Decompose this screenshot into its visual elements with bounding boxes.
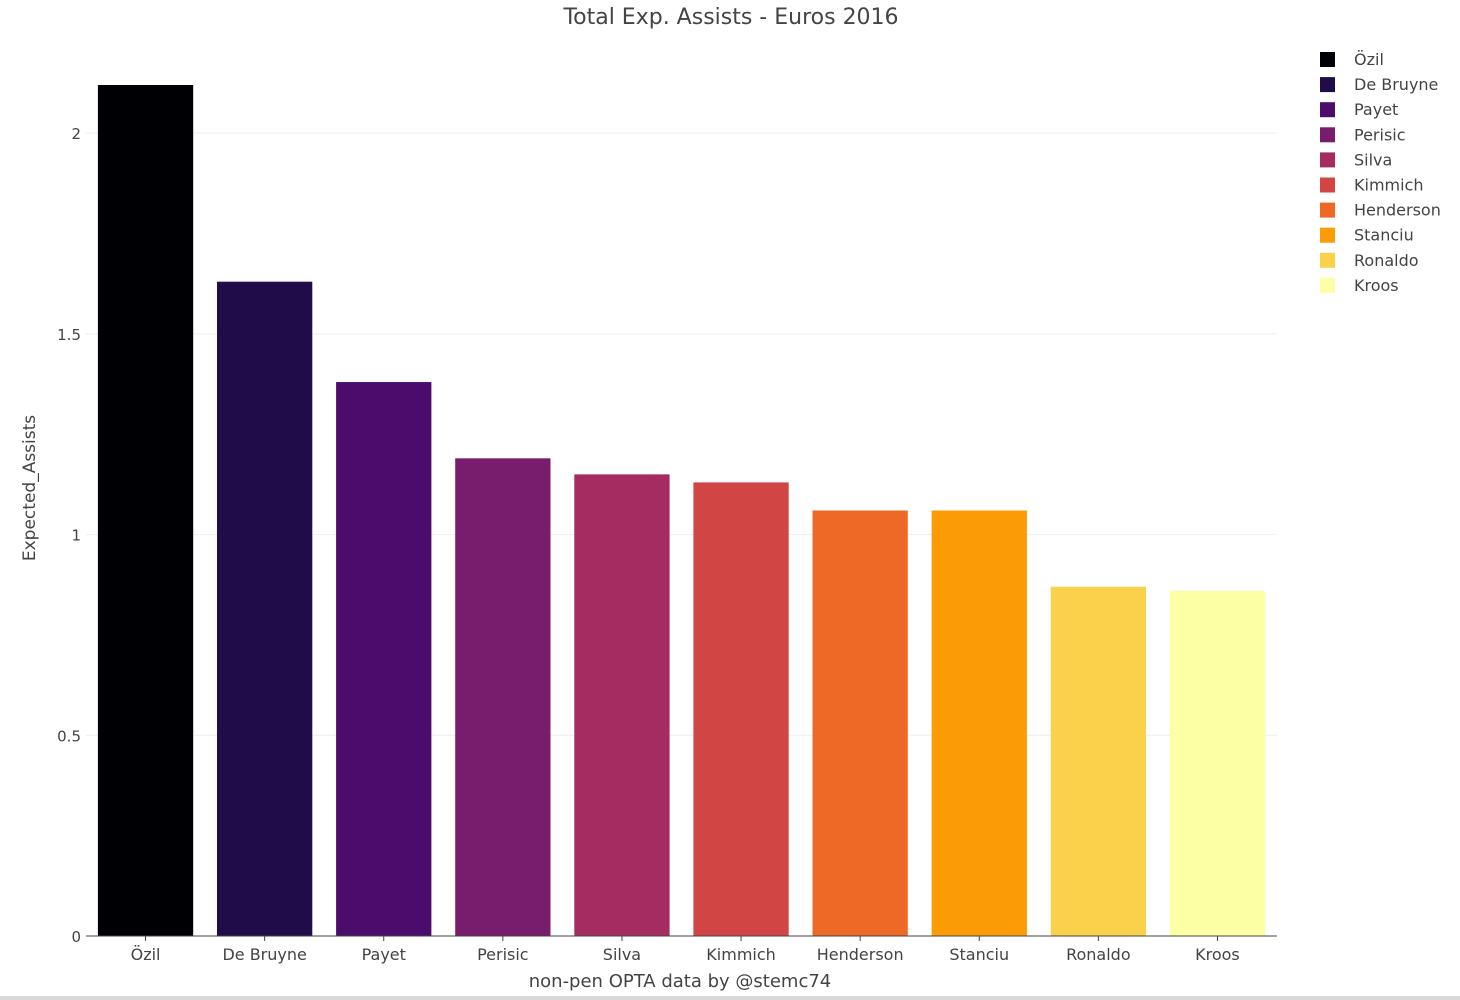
legend-item[interactable]: Payet (1320, 100, 1398, 119)
legend-item[interactable]: Stanciu (1320, 226, 1414, 245)
bar[interactable] (336, 382, 432, 936)
legend-label: Stanciu (1354, 226, 1414, 245)
y-tick-label: 1 (71, 527, 81, 545)
axes: 0 0.5 1 1.5 2 Özil De Bruyne Payet Perisic Silva K… (57, 125, 1277, 964)
x-axis-title: non-pen OPTA data by @stemc74 (529, 971, 832, 992)
bar[interactable] (931, 510, 1027, 937)
x-tick-label: Özil (131, 945, 161, 964)
legend-label: Henderson (1354, 201, 1441, 220)
legend-swatch (1320, 52, 1335, 67)
x-tick-label: Stanciu (949, 945, 1009, 964)
legend-label: Payet (1354, 100, 1398, 119)
legend-label: Silva (1354, 150, 1392, 169)
bar[interactable] (812, 510, 908, 937)
legend-swatch (1320, 127, 1335, 143)
legend-swatch (1320, 152, 1335, 168)
legend-swatch (1320, 102, 1335, 118)
x-tick-label: Ronaldo (1066, 945, 1131, 964)
legend-item[interactable]: Kroos (1320, 276, 1399, 295)
legend-label: Kimmich (1354, 176, 1424, 195)
y-tick-label: 0.5 (57, 727, 81, 745)
bar[interactable] (693, 482, 789, 936)
y-tick-label: 1.5 (57, 326, 81, 344)
legend-swatch (1320, 77, 1335, 93)
legend-item[interactable]: Henderson (1320, 201, 1441, 220)
x-tick-label: Perisic (477, 945, 529, 964)
y-axis-title: Expected_Assists (20, 415, 40, 561)
legend-label: Perisic (1354, 125, 1406, 144)
x-tick-label: Payet (362, 945, 406, 964)
legend-item[interactable]: Ronaldo (1320, 251, 1419, 270)
legend-swatch (1320, 252, 1335, 268)
y-tick-label: 0 (71, 928, 81, 946)
bar[interactable] (97, 85, 194, 936)
legend-label: De Bruyne (1354, 75, 1438, 94)
x-tick-label: Henderson (817, 945, 904, 964)
legend-item[interactable]: De Bruyne (1320, 75, 1438, 94)
legend-item[interactable]: Özil (1320, 50, 1384, 69)
legend-item[interactable]: Silva (1320, 150, 1392, 169)
legend-label: Kroos (1354, 276, 1399, 295)
chart-title: Total Exp. Assists - Euros 2016 (562, 5, 898, 30)
legend-label: Özil (1354, 50, 1384, 69)
legend-swatch (1320, 177, 1335, 193)
legend-swatch (1320, 277, 1335, 293)
legend[interactable]: Özil De Bruyne Payet Perisic Silva Kimmich Hen… (1320, 50, 1441, 295)
x-tick-label: Silva (603, 945, 641, 964)
bar[interactable] (455, 458, 551, 936)
y-tick-label: 2 (71, 125, 81, 143)
bar[interactable] (1169, 590, 1266, 936)
x-tick-label: De Bruyne (222, 945, 306, 964)
legend-label: Ronaldo (1354, 251, 1419, 270)
legend-item[interactable]: Perisic (1320, 125, 1406, 144)
bars (97, 85, 1266, 937)
legend-item[interactable]: Kimmich (1320, 176, 1424, 195)
bar[interactable] (217, 281, 313, 937)
bar[interactable] (574, 474, 670, 936)
bar[interactable] (1050, 586, 1146, 936)
bottom-border (0, 996, 1460, 1000)
x-tick-label: Kroos (1195, 945, 1240, 964)
legend-swatch (1320, 202, 1335, 218)
legend-swatch (1320, 227, 1335, 243)
x-tick-label: Kimmich (706, 945, 776, 964)
